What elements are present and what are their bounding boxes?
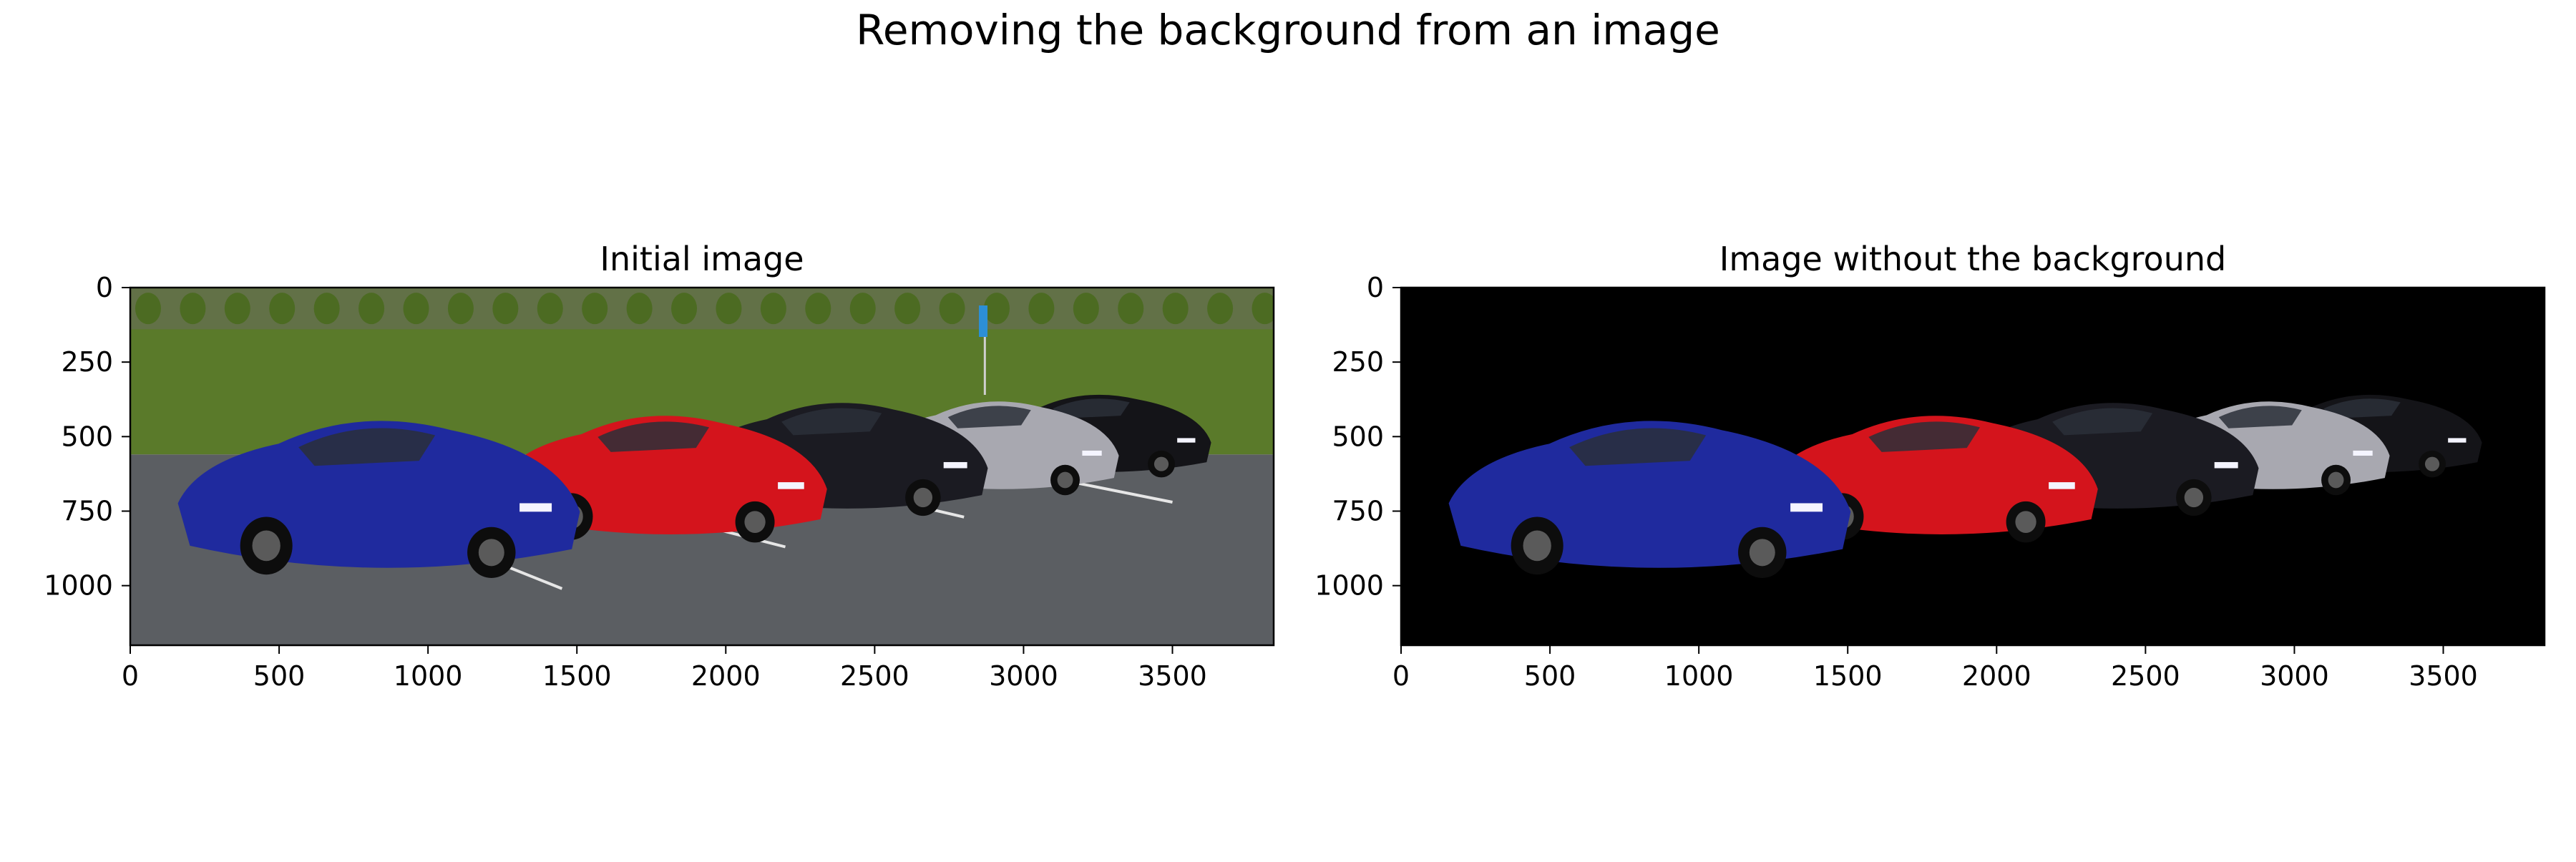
y-tick-label: 750 <box>61 496 113 527</box>
hedge-shrub <box>1073 293 1099 325</box>
blue-car <box>177 421 580 578</box>
car-headlight <box>2049 482 2075 489</box>
car-rim <box>2424 456 2440 471</box>
car-windshield <box>2218 406 2302 428</box>
y-tick-label: 250 <box>1332 346 1384 378</box>
hedge-shrub <box>626 293 653 325</box>
x-tick-label: 0 <box>1392 660 1410 692</box>
x-tick-label: 2500 <box>2111 660 2180 692</box>
y-tick-label: 500 <box>1332 421 1384 452</box>
y-tick-label: 750 <box>1332 496 1384 527</box>
hedge-shrub <box>760 293 786 325</box>
car-rim <box>913 487 933 508</box>
x-tick-label: 1500 <box>1813 660 1883 692</box>
car-windshield <box>298 428 436 466</box>
panel-title-image-without-the-background: Image without the background <box>1719 240 2226 278</box>
car-rim <box>1153 456 1169 471</box>
hedge-shrub <box>805 293 831 325</box>
car-rim <box>744 511 766 534</box>
x-tick-label: 3500 <box>2409 660 2478 692</box>
car-headlight <box>1082 450 1102 456</box>
x-tick-label: 1000 <box>394 660 463 692</box>
hedge-shrub <box>983 293 1010 325</box>
car-headlight <box>2214 461 2238 469</box>
hedge-shrub <box>716 293 742 325</box>
y-tick-label: 0 <box>96 272 113 303</box>
hedge-shrub <box>403 293 429 325</box>
y-tick-label: 250 <box>61 346 113 378</box>
image-content <box>130 288 1274 645</box>
axes-frame <box>129 286 1275 647</box>
hedge-shrub <box>849 293 876 325</box>
y-tick-label: 1000 <box>1314 570 1384 602</box>
car-rim <box>252 530 280 562</box>
car-windshield <box>781 408 882 436</box>
parking-sign <box>979 305 988 337</box>
hedge-shrub <box>582 293 608 325</box>
car-windshield <box>2052 408 2153 436</box>
hedge-shrub <box>1118 293 1144 325</box>
x-tick-label: 2000 <box>691 660 761 692</box>
y-tick-label: 1000 <box>44 570 113 602</box>
car-rim <box>2184 487 2204 508</box>
x-tick-label: 1000 <box>1664 660 1734 692</box>
car-rim <box>2015 511 2036 534</box>
hedge-shrub <box>939 293 965 325</box>
figure-title: Removing the background from an image <box>856 6 1720 54</box>
car-headlight <box>943 461 967 469</box>
car-headlight <box>519 503 552 512</box>
car-rim <box>1749 539 1775 567</box>
car-windshield <box>2323 398 2401 418</box>
y-tick-label: 500 <box>61 421 113 452</box>
car-windshield <box>1868 421 1980 452</box>
hedge-shrub <box>1162 293 1189 325</box>
hedge-shrub <box>894 293 921 325</box>
x-tick-label: 500 <box>1524 660 1576 692</box>
parking-line <box>1068 479 1173 504</box>
hedge-shrub <box>358 293 385 325</box>
x-tick-label: 2000 <box>1962 660 2031 692</box>
hedge-shrub <box>537 293 563 325</box>
x-tick-label: 0 <box>122 660 139 692</box>
x-tick-label: 500 <box>253 660 306 692</box>
y-tick-label: 0 <box>1367 272 1384 303</box>
car-headlight <box>2448 438 2467 443</box>
car-rim <box>2328 471 2344 489</box>
car-windshield <box>1569 428 1707 466</box>
car-rim <box>1523 530 1551 562</box>
x-tick-label: 3000 <box>989 660 1058 692</box>
hedge-shrub <box>492 293 519 325</box>
car-windshield <box>597 421 709 452</box>
car-headlight <box>1790 503 1823 512</box>
car-rim <box>478 539 504 567</box>
hedge-shrub <box>135 293 161 325</box>
car-headlight <box>2353 450 2373 456</box>
panel-title-initial-image: Initial image <box>600 240 804 278</box>
car-headlight <box>1177 438 1196 443</box>
hedge-shrub <box>269 293 296 325</box>
hedge-shrub <box>224 293 250 325</box>
hedge-shrub <box>447 293 474 325</box>
car-headlight <box>778 482 804 489</box>
blue-car <box>1448 421 1851 578</box>
x-tick-label: 1500 <box>542 660 612 692</box>
hedge-shrub <box>1028 293 1055 325</box>
panel-image-without-background: 0 500 1000 1500 2000 2500 3000 3500 0 250 500 750 10… <box>1314 240 2546 692</box>
panel-initial-image: 0 500 1000 1500 2000 2500 3000 3500 0 250 500 750 10… <box>44 240 1275 692</box>
hedge-shrub <box>313 293 340 325</box>
x-tick-label: 2500 <box>840 660 909 692</box>
fence <box>130 288 1274 330</box>
hedge-shrub <box>1252 293 1274 325</box>
axes-frame <box>1400 286 2546 647</box>
image-content <box>1401 288 2545 645</box>
hedge-shrub <box>671 293 698 325</box>
x-tick-label: 3500 <box>1138 660 1207 692</box>
x-tick-label: 3000 <box>2260 660 2329 692</box>
car-rim <box>1057 471 1073 489</box>
car-windshield <box>1053 398 1130 418</box>
hedge-shrub <box>1207 293 1234 325</box>
hedge-shrub <box>180 293 206 325</box>
car-windshield <box>947 406 1031 428</box>
